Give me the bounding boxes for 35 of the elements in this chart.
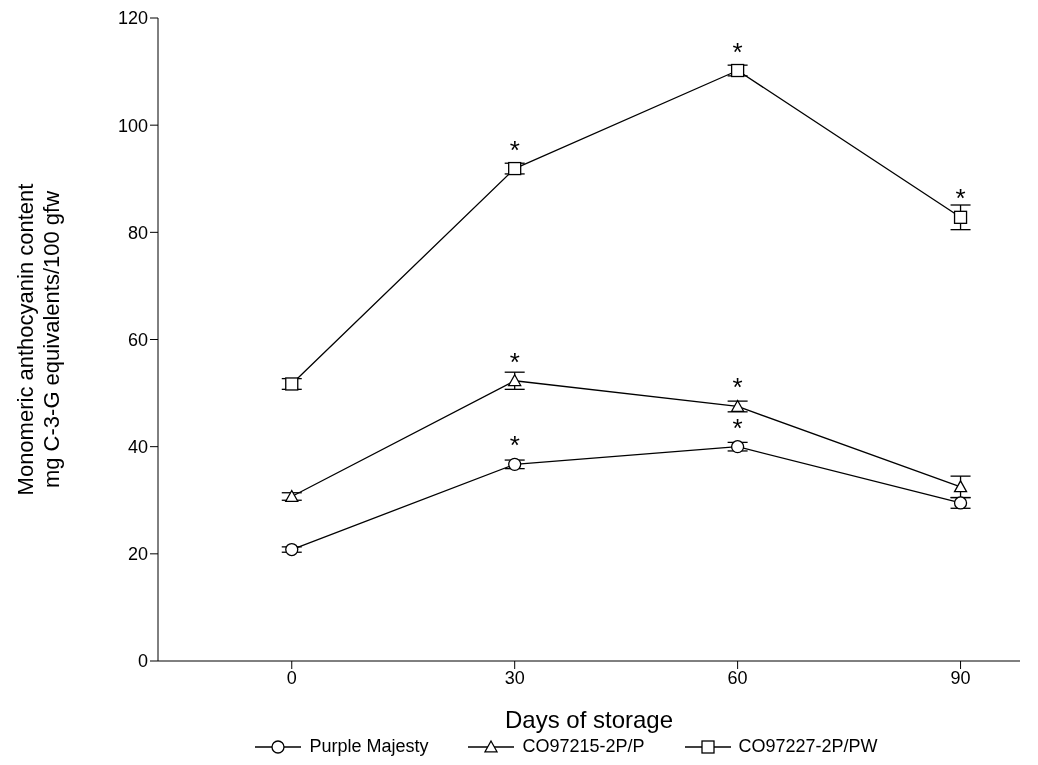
annotation: * [509, 134, 520, 165]
point [953, 480, 968, 493]
annotation: * [732, 36, 743, 67]
point [285, 377, 299, 391]
point [508, 457, 522, 471]
point [508, 374, 522, 387]
y-tick-label: 60 [127, 329, 148, 350]
x-tick-label: 0 [286, 667, 297, 688]
point [730, 63, 745, 78]
legend-label: CO97227-2P/PW [738, 736, 878, 757]
y-tick-label: 40 [127, 437, 148, 458]
annotation: * [955, 183, 966, 214]
point [508, 161, 522, 176]
annotation: * [509, 346, 520, 377]
legend-label: Purple Majesty [309, 736, 429, 757]
x-axis-title: Days of storage [504, 706, 674, 733]
point [285, 542, 299, 557]
x-tick-label: 90 [950, 667, 971, 688]
y-tick-label: 20 [127, 544, 148, 565]
point [285, 489, 299, 502]
x-tick-label: 60 [727, 667, 748, 688]
annotation: * [509, 430, 520, 461]
point [953, 210, 968, 224]
annotation: * [732, 372, 743, 403]
point [730, 440, 745, 454]
y-tick-label: 120 [117, 8, 148, 29]
point [953, 496, 968, 510]
y-tick-label: 80 [127, 222, 148, 243]
y-tick-label: 0 [137, 651, 148, 672]
x-tick-label: 30 [504, 667, 525, 688]
point [730, 399, 745, 412]
annotation: * [732, 412, 743, 443]
legend-label: CO97215-2P/P [522, 736, 645, 757]
y-tick-label: 100 [117, 115, 148, 136]
y-axis-title: Monomeric anthocyanin content mg C-3-G equivalents/100 gfw [13, 183, 64, 496]
